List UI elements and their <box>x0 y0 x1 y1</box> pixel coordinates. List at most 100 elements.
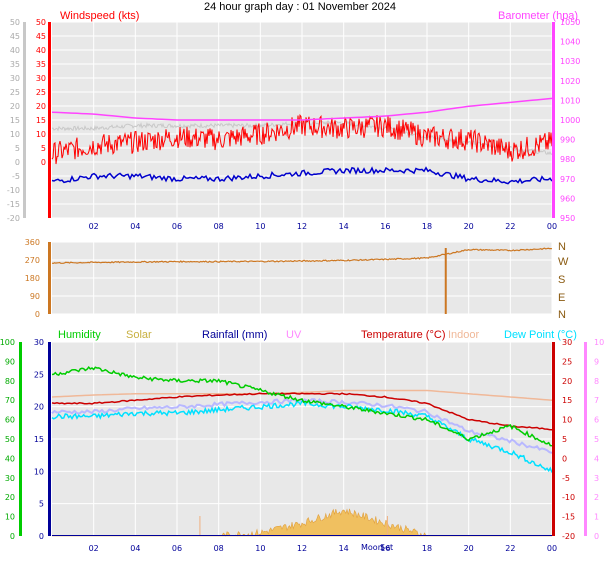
legend-dewpoint: Dew Point (°C) <box>504 329 577 341</box>
temperature-tick-label: -10 <box>562 493 575 502</box>
humidity-tick-label: 80 <box>5 377 15 386</box>
barometer-tick-label: 1040 <box>560 38 580 47</box>
wind-tick-label: 30 <box>36 74 46 83</box>
cardinal-w: W <box>558 256 569 268</box>
temp-panel-tick-label: 5 <box>39 500 44 509</box>
wind-outer-tick-label: 50 <box>10 18 20 27</box>
wind-tick-label: 5 <box>41 144 46 153</box>
sunset-label: Set <box>380 543 393 552</box>
humidity-tick-label: 20 <box>5 493 15 502</box>
cardinal-s: S <box>558 274 565 286</box>
temp-x-tick-label: 00 <box>547 544 557 553</box>
barometer-tick-label: 1050 <box>560 18 580 27</box>
barometer-tick-label: 1020 <box>560 77 580 86</box>
direction-tick-label: 0 <box>35 310 40 319</box>
temp-x-tick-label: 20 <box>464 544 474 553</box>
humidity-tick-label: 100 <box>0 338 15 347</box>
temperature-tick-label: 15 <box>562 396 572 405</box>
uv-tick-label: 9 <box>594 357 599 366</box>
wind-outer-tick-label: -5 <box>12 172 20 181</box>
wind-tick-label: 0 <box>41 158 46 167</box>
temperature-tick-label: 25 <box>562 357 572 366</box>
wind-outer-tick-label: -20 <box>7 214 20 223</box>
temperature-tick-label: 10 <box>562 416 572 425</box>
temp-x-tick-label: 14 <box>339 544 349 553</box>
wind-direction-series-line <box>51 247 553 265</box>
humidity-tick-label: 90 <box>5 357 15 366</box>
wind-x-tick-label: 20 <box>464 222 474 231</box>
wind-x-tick-label: 18 <box>422 222 432 231</box>
legend-indoor: Indoor <box>448 329 480 341</box>
wind-outer-tick-label: 45 <box>10 32 20 41</box>
wind-tick-label: 50 <box>36 18 46 27</box>
wind-outer-tick-label: 15 <box>10 116 20 125</box>
temp-panel-tick-label: 20 <box>34 403 44 412</box>
wind-x-tick-label: 06 <box>172 222 182 231</box>
wind-outer-tick-label: -15 <box>7 200 20 209</box>
barometer-tick-label: 1000 <box>560 116 580 125</box>
humidity-tick-label: 30 <box>5 474 15 483</box>
temp-panel-tick-label: 15 <box>34 435 44 444</box>
uv-tick-label: 8 <box>594 377 599 386</box>
temperature-tick-label: 30 <box>562 338 572 347</box>
barometer-label: Barometer (hpa) <box>498 10 578 22</box>
temp-panel-tick-label: 25 <box>34 370 44 379</box>
indoor-series-line <box>51 389 553 401</box>
barometer-tick-label: 960 <box>560 194 575 203</box>
legend-uv: UV <box>286 329 302 341</box>
direction-tick-label: 270 <box>25 256 40 265</box>
temp-x-tick-label: 18 <box>422 544 432 553</box>
humidity-axis-bar <box>19 342 22 536</box>
uv-tick-label: 7 <box>594 396 599 405</box>
barometer-tick-label: 980 <box>560 155 575 164</box>
wind-x-tick-label: 00 <box>547 222 557 231</box>
temperature-tick-label: 5 <box>562 435 567 444</box>
wind-tick-label: 10 <box>36 130 46 139</box>
legend-humidity: Humidity <box>58 329 101 341</box>
wind-x-tick-label: 12 <box>297 222 307 231</box>
humidity-tick-label: 50 <box>5 435 15 444</box>
barometer-tick-label: 1010 <box>560 96 580 105</box>
wind-x-tick-label: 02 <box>89 222 99 231</box>
wind-outer-tick-label: 0 <box>15 158 20 167</box>
wind-outer-tick-label: 25 <box>10 88 20 97</box>
wind-outer-tick-label: 5 <box>15 144 20 153</box>
wind-outer-tick-label: 35 <box>10 60 20 69</box>
temperature-tick-label: 20 <box>562 377 572 386</box>
temp-x-tick-label: 08 <box>214 544 224 553</box>
direction-tick-label: 180 <box>25 274 40 283</box>
legend-rainfall: Rainfall (mm) <box>202 329 267 341</box>
wind-x-tick-label: 04 <box>130 222 140 231</box>
wind-outer-tick-label: 30 <box>10 74 20 83</box>
humidity-tick-label: 10 <box>5 513 15 522</box>
uv-tick-label: 2 <box>594 493 599 502</box>
legend-temperature: Temperature (°C) <box>361 329 445 341</box>
temp-x-tick-label: 22 <box>505 544 515 553</box>
temperature-tick-label: 0 <box>562 454 567 463</box>
wind-tick-label: 20 <box>36 102 46 111</box>
cardinal-n-top: N <box>558 241 566 253</box>
humidity-tick-label: 60 <box>5 416 15 425</box>
temp-panel-tick-label: 30 <box>34 338 44 347</box>
barometer-tick-label: 1030 <box>560 57 580 66</box>
humidity-tick-label: 70 <box>5 396 15 405</box>
wind-x-tick-label: 22 <box>505 222 515 231</box>
windspeed-series-line <box>51 114 553 165</box>
cardinal-e: E <box>558 292 565 304</box>
temp-x-tick-label: 02 <box>89 544 99 553</box>
temperature-tick-label: -5 <box>562 474 570 483</box>
barometer-series-line <box>51 97 553 121</box>
temperature-series-line <box>51 392 553 431</box>
temperature-tick-label: -15 <box>562 513 575 522</box>
wind-tick-label: 25 <box>36 88 46 97</box>
humidity-series-line <box>51 366 553 447</box>
wind-tick-label: 15 <box>36 116 46 125</box>
wind-outer-tick-label: -10 <box>7 186 20 195</box>
windspeed-label: Windspeed (kts) <box>60 10 139 22</box>
uv-tick-label: 4 <box>594 454 599 463</box>
wind-tick-label: 45 <box>36 32 46 41</box>
temp-x-tick-label: 04 <box>130 544 140 553</box>
wind-x-tick-label: 08 <box>214 222 224 231</box>
wind-outer-tick-label: 20 <box>10 102 20 111</box>
gust-axis-bar <box>23 22 26 218</box>
